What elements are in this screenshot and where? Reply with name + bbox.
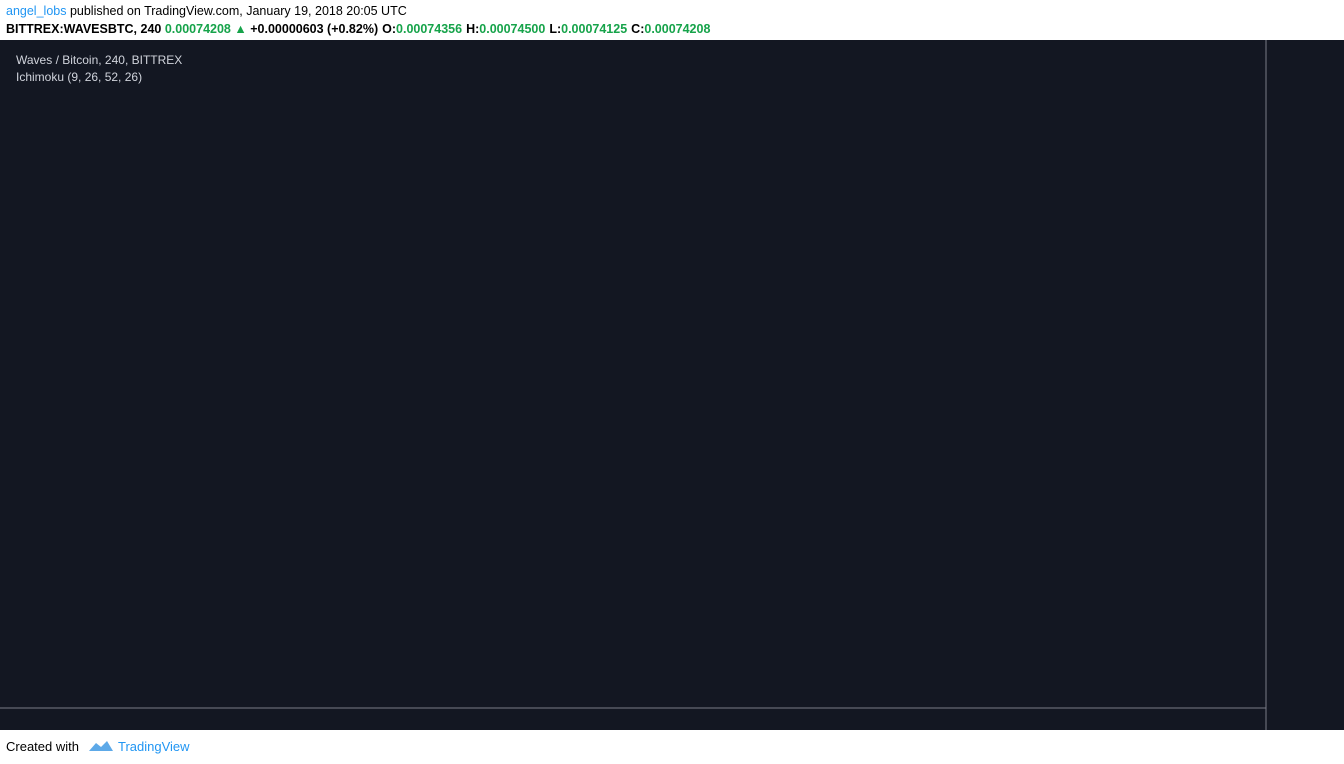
symbol-line: BITTREX:WAVESBTC, 240 0.00074208 ▲ +0.00… — [6, 22, 710, 36]
arrow: ▲ — [234, 22, 247, 36]
published: published on TradingView.com, January 19… — [66, 4, 407, 18]
ohlc-key: C: — [631, 22, 645, 36]
ohlc: O:0.00074356 H:0.00074500 L:0.00074125 C:0.… — [378, 22, 710, 36]
chart: Waves / Bitcoin, 240, BITTREX Ichimoku (… — [0, 40, 1344, 730]
ohlc-key: H: — [466, 22, 480, 36]
author[interactable]: angel_lobs — [6, 4, 67, 18]
change: +0.00000603 (+0.82%) — [250, 22, 379, 36]
ohlc-key: O: — [382, 22, 397, 36]
header: angel_lobs published on TradingView.com,… — [0, 0, 1344, 40]
footer-brand[interactable]: TradingView — [118, 739, 190, 754]
symbol: BITTREX:WAVESBTC, 240 — [6, 22, 162, 36]
ohlc-key: L: — [549, 22, 562, 36]
ohlc-value: 0.00074500 — [479, 22, 546, 36]
background — [0, 40, 1344, 730]
publish-line: angel_lobs published on TradingView.com,… — [6, 4, 407, 18]
indicator-label: Ichimoku (9, 26, 52, 26) — [16, 70, 142, 84]
ohlc-value: 0.00074208 — [644, 22, 711, 36]
chart-title: Waves / Bitcoin, 240, BITTREX — [16, 53, 182, 67]
footer-text: Created with — [6, 739, 79, 754]
logo — [89, 741, 113, 751]
footer: Created with TradingView — [0, 730, 1344, 764]
price: 0.00074208 — [164, 22, 231, 36]
ohlc-value: 0.00074356 — [396, 22, 463, 36]
ohlc-value: 0.00074125 — [561, 22, 628, 36]
